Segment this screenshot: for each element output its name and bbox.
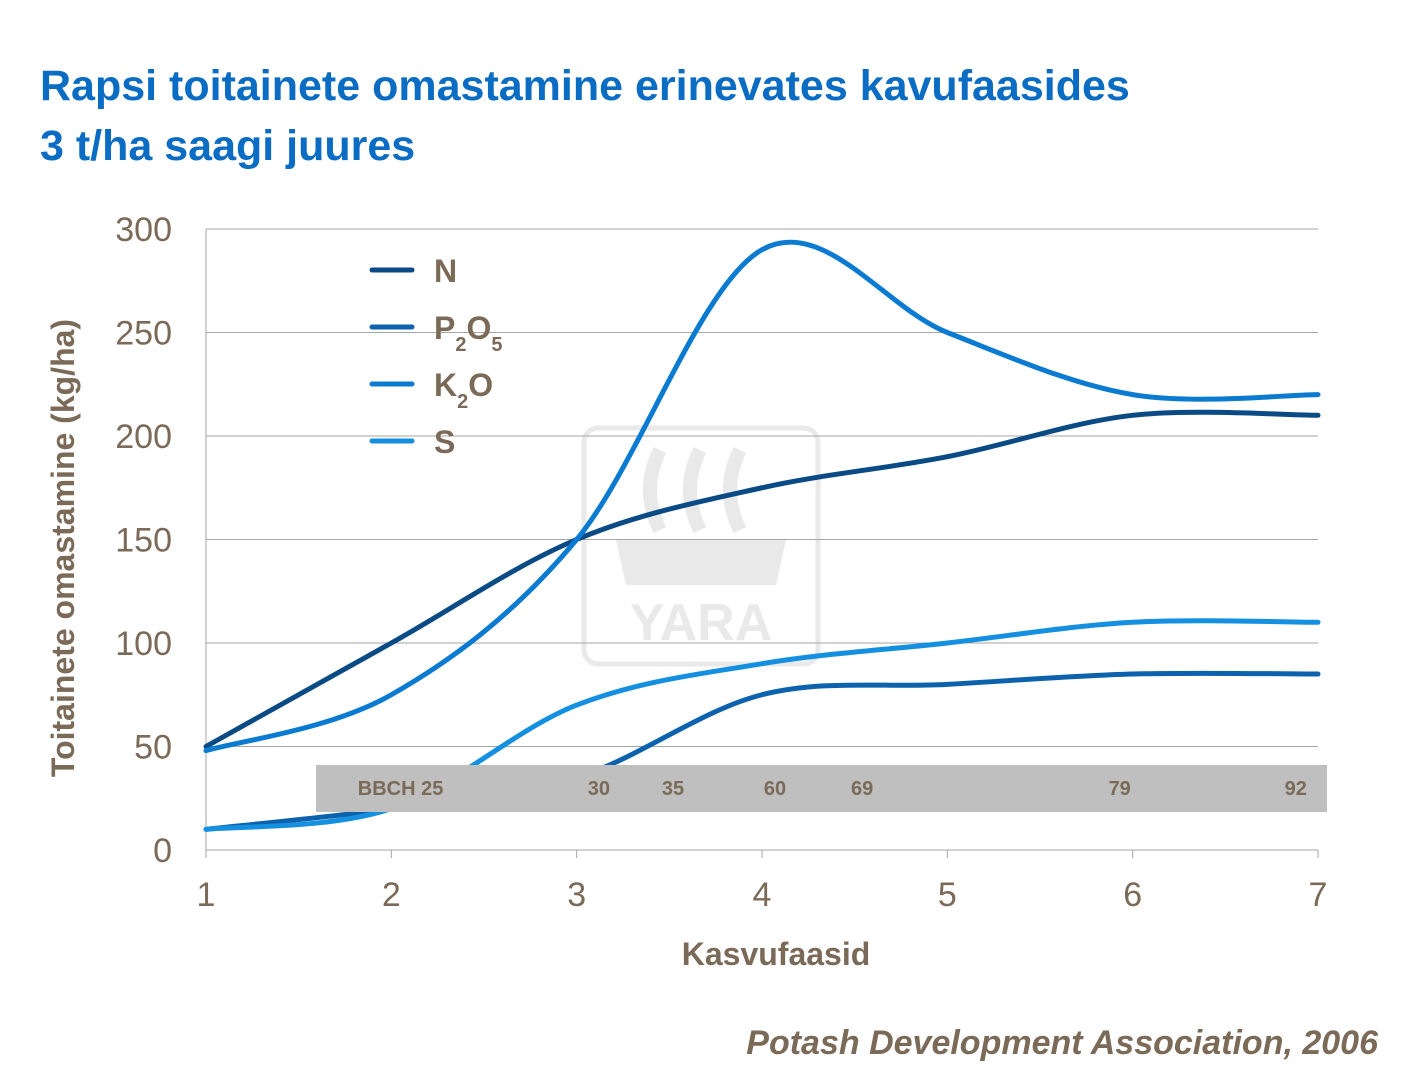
series-line-k2o bbox=[203, 239, 1321, 754]
source-citation: Potash Development Association, 2006 bbox=[746, 1024, 1378, 1062]
x-tick-label: 6 bbox=[1123, 876, 1142, 914]
y-tick-label: 200 bbox=[115, 418, 172, 456]
bbch-label: BBCH 25 bbox=[358, 778, 444, 800]
bbch-label: 35 bbox=[662, 778, 684, 800]
title-line-1: Rapsi toitainete omastamine erinevates k… bbox=[40, 62, 1130, 110]
chart-title: Rapsi toitainete omastamine erinevates k… bbox=[40, 56, 1130, 176]
bbch-label: 30 bbox=[588, 778, 610, 800]
x-tick-label: 5 bbox=[938, 876, 957, 914]
y-axis-label: Toitainete omastamine (kg/ha) bbox=[45, 319, 81, 777]
x-tick-label: 2 bbox=[382, 876, 401, 914]
title-line-2: 3 t/ha saagi juures bbox=[40, 122, 416, 170]
y-tick-label: 300 bbox=[115, 211, 172, 249]
y-tick-label: 0 bbox=[153, 832, 172, 870]
svg-text:YARA: YARA bbox=[630, 594, 773, 652]
legend-label-p2o5: P2O5 bbox=[434, 310, 502, 356]
legend-label-k2o: K2O bbox=[434, 367, 493, 413]
x-tick-label: 4 bbox=[753, 876, 772, 914]
bbch-label: 69 bbox=[851, 778, 873, 800]
x-tick-label: 3 bbox=[567, 876, 586, 914]
legend-label-s: S bbox=[434, 424, 455, 460]
y-tick-label: 100 bbox=[115, 625, 172, 663]
y-tick-label: 150 bbox=[115, 522, 172, 560]
x-axis-label: Kasvufaasid bbox=[682, 936, 871, 972]
x-tick-label: 7 bbox=[1309, 876, 1328, 914]
bbch-band bbox=[316, 765, 1327, 812]
bbch-label: 92 bbox=[1285, 778, 1307, 800]
series-line-n bbox=[203, 409, 1321, 749]
bbch-label: 79 bbox=[1109, 778, 1131, 800]
yara-watermark-logo: YARA bbox=[581, 425, 821, 667]
y-tick-label: 50 bbox=[134, 729, 172, 767]
x-tick-label: 1 bbox=[197, 876, 216, 914]
bbch-label: 60 bbox=[764, 778, 786, 800]
legend-label-n: N bbox=[434, 253, 457, 289]
y-tick-label: 250 bbox=[115, 315, 172, 353]
